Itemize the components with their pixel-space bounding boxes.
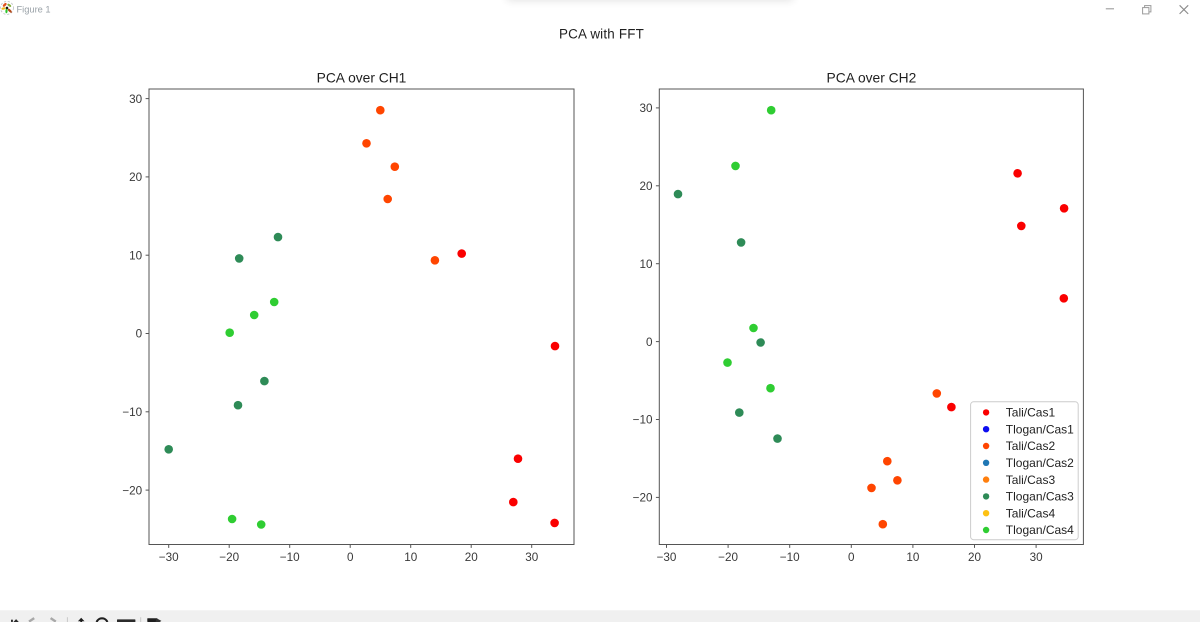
- svg-text:0: 0: [347, 551, 354, 564]
- svg-text:Figure 1: Figure 1: [17, 4, 51, 14]
- svg-text:−20: −20: [219, 551, 239, 564]
- svg-text:−10: −10: [122, 406, 142, 419]
- svg-text:30: 30: [639, 102, 653, 115]
- svg-text:−30: −30: [159, 551, 179, 564]
- svg-text:0: 0: [136, 328, 143, 341]
- svg-text:−10: −10: [633, 414, 653, 427]
- svg-text:0: 0: [646, 336, 653, 349]
- svg-text:Tlogan/Cas2: Tlogan/Cas2: [1006, 456, 1074, 470]
- svg-text:Tali/Cas1: Tali/Cas1: [1006, 406, 1056, 420]
- svg-text:30: 30: [525, 551, 539, 564]
- svg-text:Tlogan/Cas3: Tlogan/Cas3: [1006, 490, 1074, 504]
- svg-text:Tali/Cas4: Tali/Cas4: [1006, 506, 1056, 520]
- svg-text:−20: −20: [718, 551, 738, 564]
- svg-text:20: 20: [129, 171, 143, 184]
- svg-text:10: 10: [639, 258, 653, 271]
- svg-text:−30: −30: [657, 551, 677, 564]
- svg-text:Tali/Cas3: Tali/Cas3: [1006, 473, 1056, 487]
- svg-text:−20: −20: [122, 484, 142, 497]
- svg-text:30: 30: [129, 93, 143, 106]
- svg-text:PCA with FFT: PCA with FFT: [559, 27, 644, 42]
- svg-text:30: 30: [1030, 551, 1044, 564]
- svg-text:20: 20: [968, 551, 982, 564]
- svg-text:Tlogan/Cas1: Tlogan/Cas1: [1006, 422, 1074, 436]
- svg-text:PCA over CH2: PCA over CH2: [827, 71, 917, 86]
- svg-text:Tlogan/Cas4: Tlogan/Cas4: [1006, 523, 1074, 537]
- svg-text:−20: −20: [633, 492, 653, 505]
- svg-text:−10: −10: [780, 551, 800, 564]
- svg-text:0: 0: [848, 551, 855, 564]
- svg-text:Tali/Cas2: Tali/Cas2: [1006, 439, 1056, 453]
- svg-text:10: 10: [129, 249, 143, 262]
- svg-text:10: 10: [404, 551, 418, 564]
- svg-text:−10: −10: [280, 551, 300, 564]
- svg-text:20: 20: [465, 551, 479, 564]
- svg-text:10: 10: [906, 551, 920, 564]
- svg-text:PCA over CH1: PCA over CH1: [317, 71, 407, 86]
- svg-text:20: 20: [639, 180, 653, 193]
